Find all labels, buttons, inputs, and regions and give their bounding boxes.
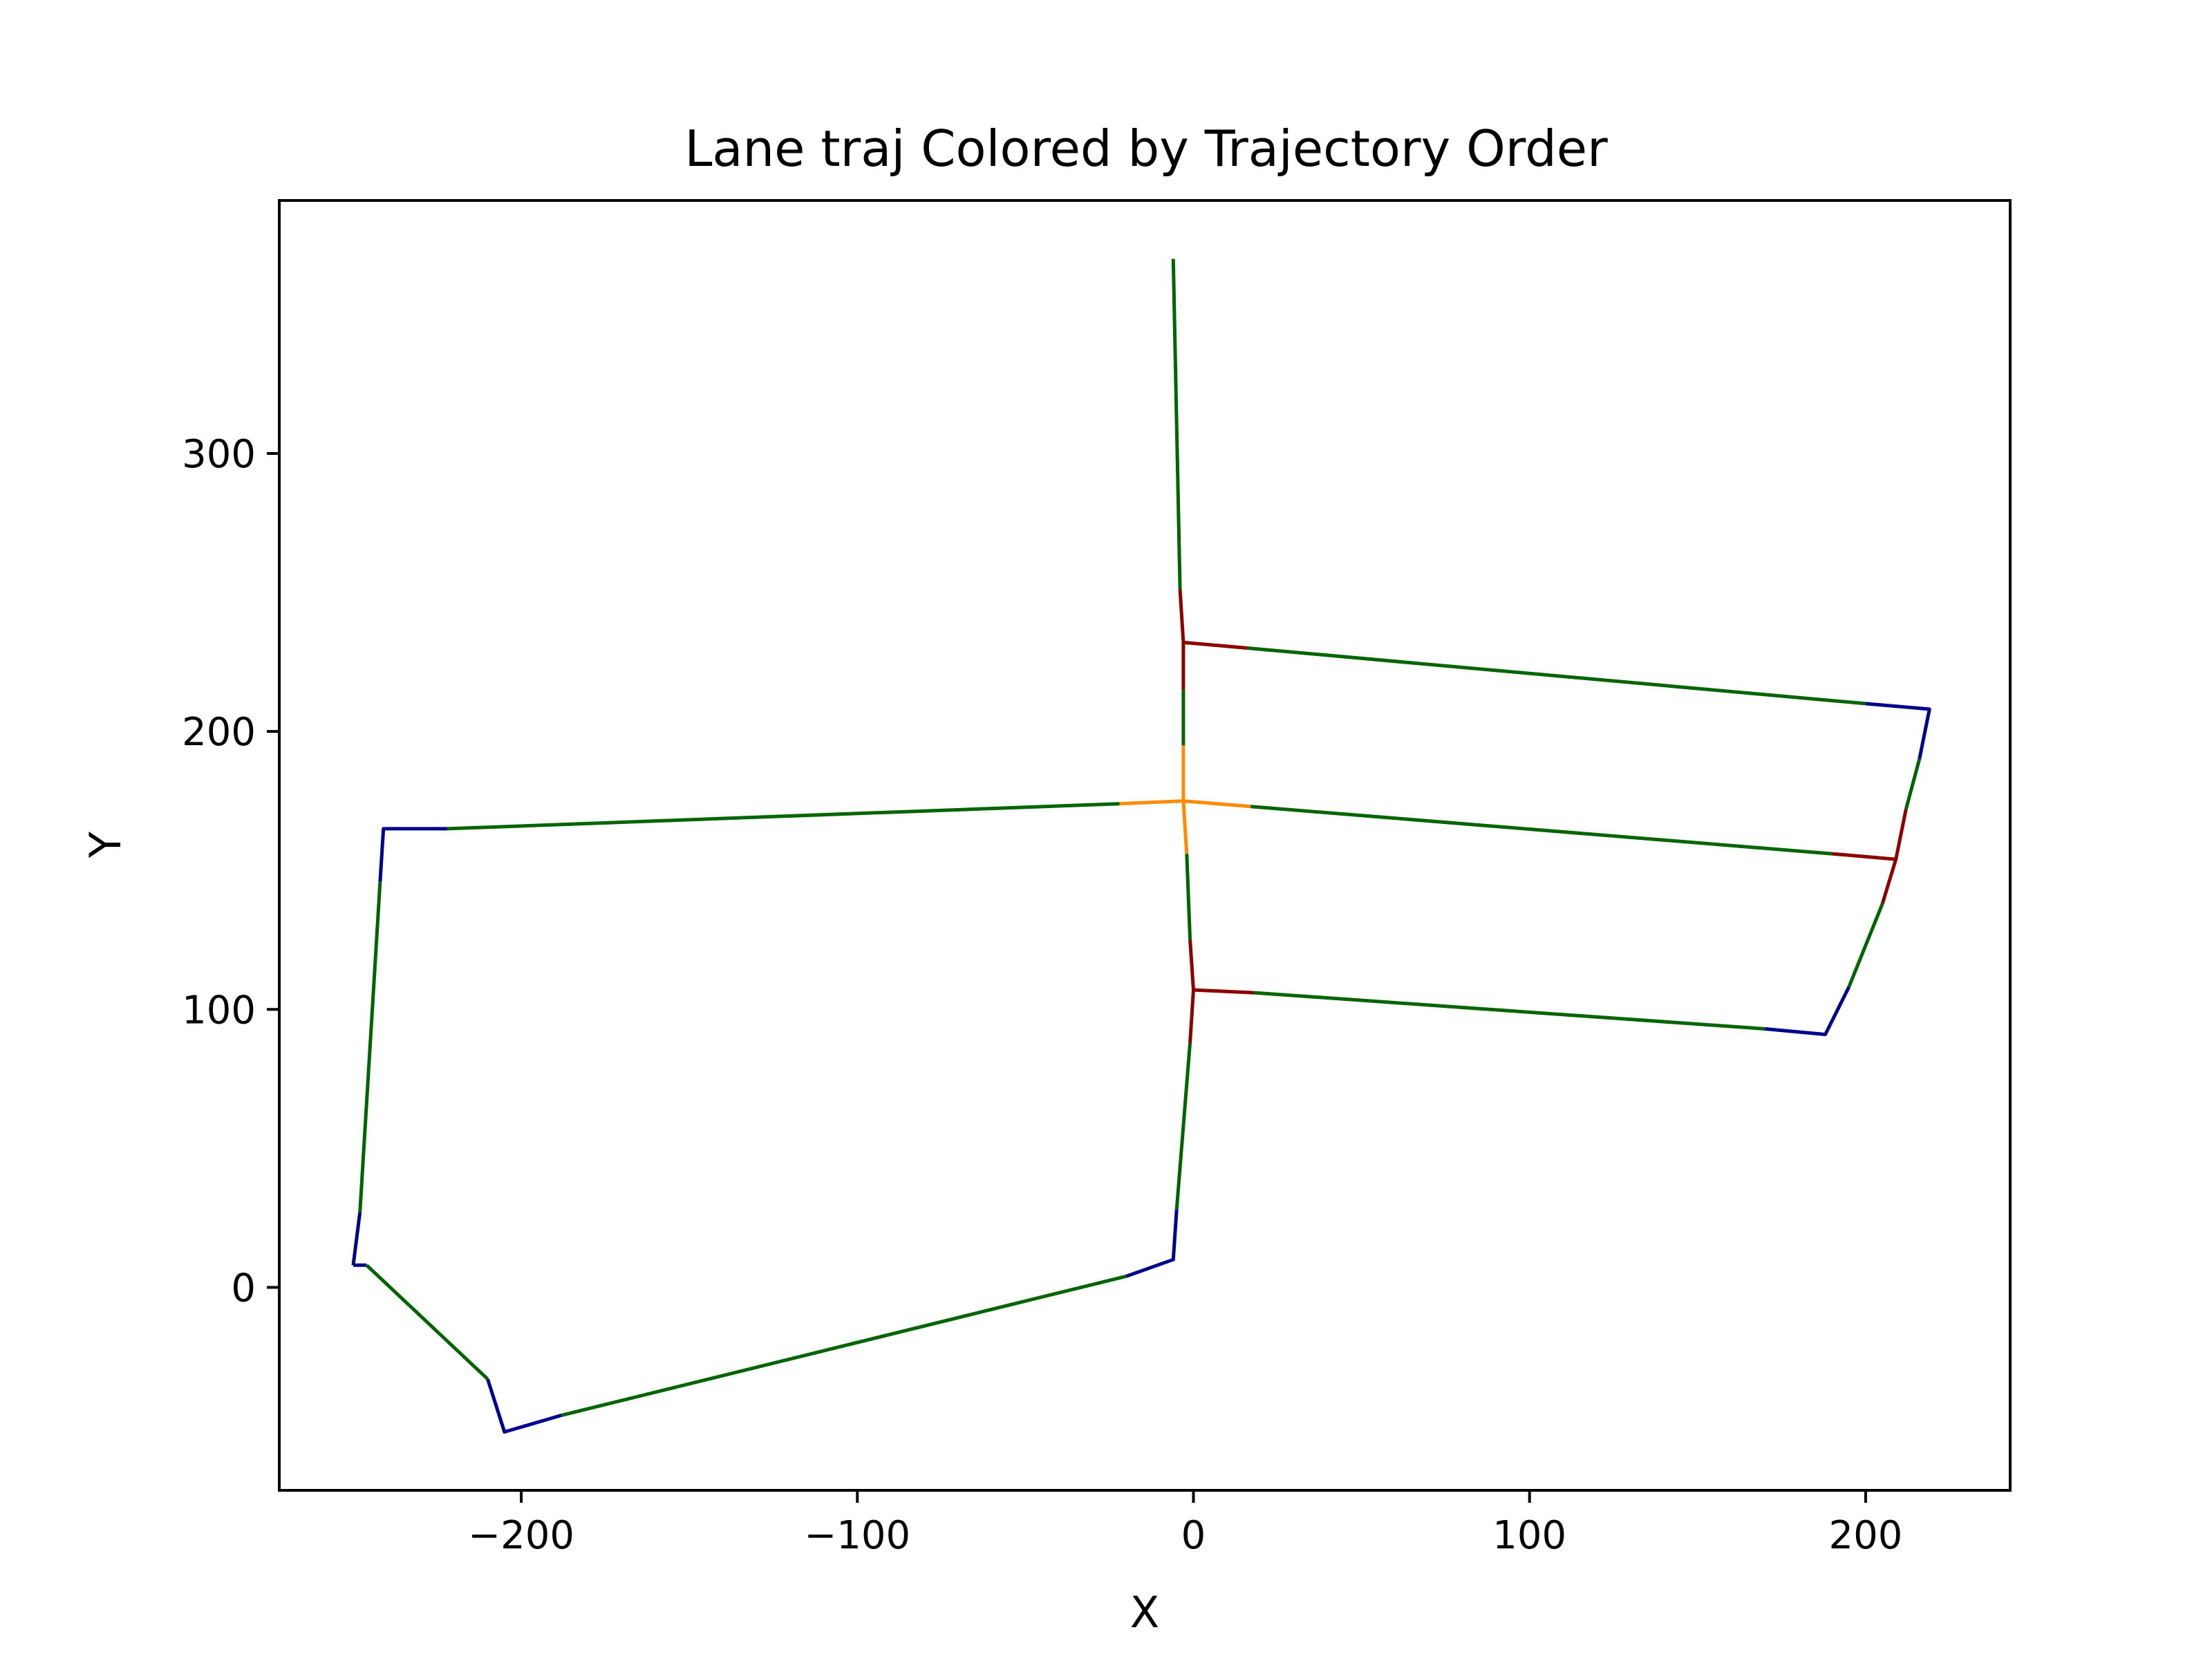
trajectory-segment-13 — [1247, 646, 1866, 706]
trajectory-segment-21 — [1183, 799, 1251, 809]
trajectory-segment-18 — [1764, 986, 1850, 1036]
y-tick-label: 300 — [182, 432, 256, 477]
trajectory-segment-24 — [1119, 799, 1184, 806]
trajectory-segment-7 — [1185, 854, 1192, 940]
x-tick-label: 100 — [1492, 1513, 1566, 1558]
x-tick-label: 200 — [1828, 1513, 1902, 1558]
y-axis-ticks: 0 100 200 300 — [182, 432, 279, 1311]
y-tick-label: 0 — [231, 1266, 256, 1311]
trajectory-segment-15 — [1904, 758, 1922, 810]
trajectory-segment-17 — [1847, 903, 1884, 988]
x-tick-label: −100 — [804, 1513, 910, 1558]
trajectory-segment-19 — [1253, 991, 1765, 1031]
x-axis-label: X — [1130, 1587, 1159, 1638]
trajectory-segment-1 — [365, 1264, 489, 1380]
trajectory-segment-2 — [486, 1378, 563, 1434]
y-tick-label: 100 — [182, 988, 256, 1033]
trajectory-segment-26 — [378, 827, 448, 882]
trajectory-segment-4 — [1125, 1209, 1179, 1278]
chart-title: Lane traj Colored by Trajectory Order — [684, 120, 1608, 178]
trajectory-segment-28 — [351, 1212, 362, 1266]
plot-lines — [351, 259, 1931, 1434]
trajectory-segment-27 — [358, 881, 382, 1212]
x-axis-ticks: −200 −100 0 100 200 — [468, 1490, 1902, 1558]
y-axis-label: Y — [80, 832, 131, 859]
trajectory-segment-11 — [1171, 259, 1182, 590]
x-tick-label: −200 — [468, 1513, 574, 1558]
trajectory-segment-5 — [1174, 1042, 1192, 1210]
trajectory-segment-23 — [1832, 852, 1896, 861]
trajectory-segment-14 — [1865, 702, 1931, 760]
trajectory-segment-25 — [447, 802, 1120, 831]
trajectory-segment-3 — [561, 1274, 1127, 1417]
trajectory-segment-22 — [1250, 805, 1833, 856]
plot-area-frame — [278, 199, 2012, 1492]
trajectory-segment-12 — [1183, 640, 1248, 650]
trajectory-segment-20 — [1193, 988, 1255, 995]
x-tick-label: 0 — [1181, 1513, 1206, 1558]
y-tick-label: 200 — [182, 710, 256, 755]
